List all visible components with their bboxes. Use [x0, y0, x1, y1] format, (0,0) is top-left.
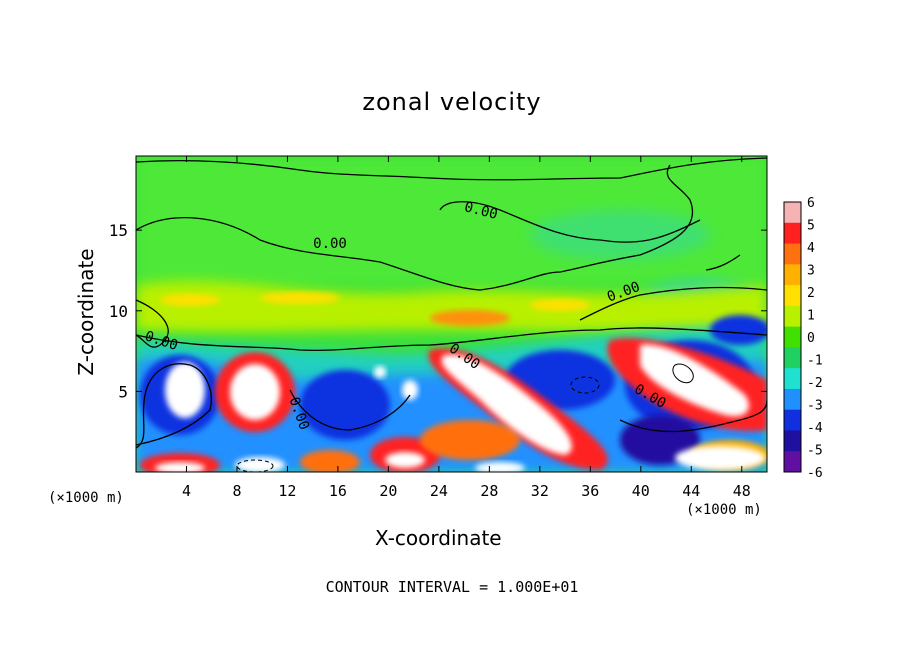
chart-title: zonal velocity [362, 88, 542, 116]
y-tick-label: 10 [109, 302, 128, 321]
colorbar-swatch [784, 222, 801, 245]
colorbar-swatch [784, 264, 801, 286]
x-tick-label: 16 [329, 482, 347, 500]
colorbar-swatch [784, 305, 801, 328]
plot-frame [135, 155, 768, 473]
x-tick-label: 32 [531, 482, 549, 500]
colorbar-label: -4 [807, 421, 823, 436]
colorbar-label: 5 [807, 219, 815, 234]
y-tick-label: 5 [118, 382, 128, 401]
colorbar-swatch [784, 368, 801, 390]
x-tick-label: 44 [682, 482, 700, 500]
x-tick-label: 24 [430, 482, 448, 500]
x-axis-unit-right: (×1000 m) [686, 502, 762, 518]
x-tick-label: 48 [733, 482, 751, 500]
contour-label: 0.00 [463, 199, 500, 223]
x-axis-label: X-coordinate [375, 526, 502, 550]
contour-label: 0.00 [313, 236, 347, 252]
colorbar-swatch [784, 326, 801, 348]
colorbar-swatch [784, 202, 801, 224]
contour-interval-note: CONTOUR INTERVAL = 1.000E+01 [325, 578, 579, 596]
x-tick-label: 12 [278, 482, 296, 500]
y-axis-ticks: 5 10 15 [109, 221, 767, 401]
colorbar-label: -6 [807, 466, 823, 481]
colorbar-label: -3 [807, 399, 823, 414]
colorbar-swatch [784, 285, 801, 307]
colorbar-label: 0 [807, 331, 815, 346]
colorbar-label: -5 [807, 444, 823, 459]
x-tick-label: 20 [379, 482, 397, 500]
colorbar-label: 6 [807, 196, 815, 211]
colorbar-swatch [784, 243, 801, 265]
colorbar-swatch [784, 409, 801, 431]
colorbar-label: 1 [807, 309, 815, 324]
contour-lines [136, 157, 767, 449]
x-axis-unit-left: (×1000 m) [48, 490, 124, 506]
colorbar-label: -1 [807, 354, 823, 369]
colorbar-frame [783, 201, 802, 473]
colorbar-swatch [784, 430, 801, 452]
velocity-field [136, 156, 767, 472]
y-axis-label: Z-coordinate [74, 248, 98, 376]
colorbar-label: 2 [807, 286, 815, 301]
x-tick-label: 8 [232, 482, 241, 500]
colorbar-label: 3 [807, 264, 815, 279]
x-tick-label: 28 [480, 482, 498, 500]
colorbar-label: -2 [807, 376, 823, 391]
colorbar-swatch [784, 451, 801, 473]
colorbar-swatch [784, 388, 801, 411]
x-tick-label: 4 [182, 482, 191, 500]
x-tick-label: 36 [581, 482, 599, 500]
x-tick-label: 40 [632, 482, 650, 500]
colorbar-label: 4 [807, 241, 815, 256]
x-axis-ticks: 4 8 12 16 20 24 28 32 36 40 44 48 [182, 156, 751, 500]
colorbar-swatch [784, 347, 801, 369]
y-tick-label: 15 [109, 221, 128, 240]
colorbar: 6 5 4 3 2 1 0 -1 -2 -3 -4 -5 -6 [783, 196, 823, 481]
